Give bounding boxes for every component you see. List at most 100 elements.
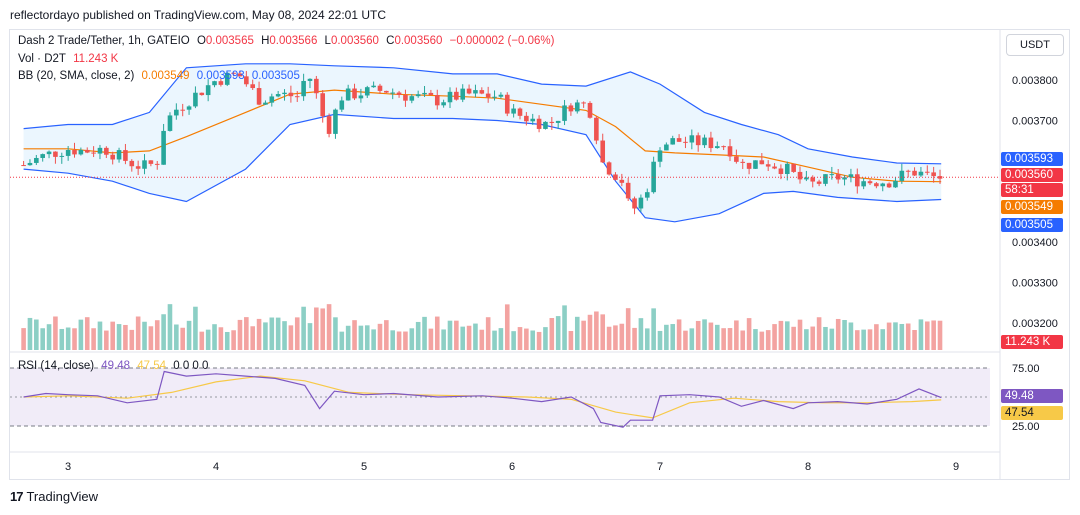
volume-bar [409, 328, 415, 350]
candle-body [504, 94, 510, 114]
bb-basis-line [23, 89, 942, 183]
volume-bar [288, 325, 294, 350]
candle-body [46, 151, 52, 155]
volume-bar [931, 320, 936, 350]
candle-body [498, 94, 504, 97]
volume-bar [905, 323, 911, 350]
volume-bar [695, 320, 701, 350]
candle-body [174, 109, 179, 116]
price-axis-tick: 0.003800 [1012, 75, 1058, 87]
candle-body [110, 154, 115, 160]
bb-legend[interactable]: BB (20, SMA, close, 2) 0.003549 0.003593… [18, 70, 304, 82]
volume-bar [180, 327, 185, 350]
volume-bar [333, 317, 338, 350]
volume-bar [893, 322, 898, 350]
open-value: 0.003565 [205, 35, 254, 47]
rsi-legend[interactable]: RSI (14, close) 49.48 47.54 0 0 0 0 [18, 360, 212, 372]
bb-fill [23, 63, 942, 222]
volume-bar [504, 304, 510, 350]
candle-body [543, 121, 548, 129]
volume-bar [880, 329, 886, 350]
candle-body [625, 182, 631, 199]
candle-body [702, 137, 707, 146]
time-axis-tick: 6 [509, 461, 515, 473]
candle-body [212, 81, 217, 86]
candle-body [848, 174, 854, 178]
volume-bar [415, 321, 421, 350]
volume-bar [670, 324, 676, 350]
candle-body [441, 102, 446, 106]
volume-label: Vol · D2T [18, 53, 66, 65]
volume-bar [358, 325, 364, 350]
rsi-ma-value: 47.54 [137, 360, 167, 372]
candle-body [791, 163, 796, 172]
bb-upper-line [23, 63, 942, 165]
rsi-value: 49.48 [101, 360, 131, 372]
rsi-axis-tick: 75.00 [1012, 363, 1040, 375]
volume-bar [899, 323, 905, 350]
volume-bar [282, 321, 287, 350]
volume-bar [148, 326, 154, 350]
volume-bar [473, 323, 478, 350]
volume-bar [498, 328, 504, 350]
volume-bar [390, 330, 396, 350]
volume-bar [326, 304, 332, 350]
candle-body [148, 160, 154, 164]
volume-bar [594, 311, 599, 350]
bb-basis-value: 0.003549 [141, 70, 190, 82]
candle-body [670, 138, 676, 145]
candle-body [97, 147, 103, 154]
volume-bar [492, 330, 497, 350]
volume-bar [129, 329, 135, 350]
candle-body [924, 171, 930, 173]
candle-body [823, 174, 828, 184]
candle-body [282, 92, 287, 95]
candle-body [320, 93, 326, 117]
volume-bar [403, 331, 408, 350]
volume-bar [314, 307, 319, 350]
candle-body [205, 85, 211, 96]
bb-label: BB (20, SMA, close, 2) [18, 70, 135, 82]
candle-body [804, 177, 809, 180]
publisher-header: reflectordayo published on TradingView.c… [10, 8, 386, 22]
volume-bar [810, 326, 816, 350]
volume-bar [422, 316, 427, 350]
volume-bar [816, 317, 822, 350]
candle-body [364, 87, 370, 96]
volume-bar [72, 328, 77, 350]
candle-body [231, 72, 236, 74]
candle-body [422, 92, 427, 95]
volume-bar [714, 324, 720, 350]
candle-body [734, 156, 739, 162]
candle-body [21, 165, 26, 167]
price-axis-tick: 0.003300 [1012, 278, 1058, 290]
volume-bar [377, 323, 383, 350]
time-axis-tick: 5 [361, 461, 367, 473]
volume-legend[interactable]: Vol · D2T 11.243 K [18, 53, 122, 65]
high-label: H [261, 35, 270, 47]
candle-body [772, 166, 777, 169]
currency-button[interactable]: USDT [1006, 34, 1064, 56]
volume-bar [543, 327, 548, 350]
candle-body [256, 88, 262, 105]
time-axis-tick: 9 [953, 461, 959, 473]
volume-bar [854, 330, 860, 350]
volume-bar [104, 330, 109, 350]
low-value: 0.003560 [330, 35, 379, 47]
candle-body [123, 150, 128, 161]
candle-body [371, 85, 376, 88]
candle-body [759, 160, 765, 165]
candle-body [899, 170, 905, 181]
volume-bar [797, 319, 803, 350]
volume-bar [364, 325, 370, 350]
symbol-name[interactable]: Dash 2 Trade/Tether, 1h, GATEIO [18, 35, 190, 47]
volume-bar [600, 314, 606, 350]
open-label: O [196, 35, 206, 47]
volume-bar [727, 328, 733, 350]
volume-bar [861, 329, 866, 350]
tradingview-footer[interactable]: 17 TradingView [10, 489, 98, 504]
candle-body [905, 170, 911, 172]
candle-body [587, 102, 593, 118]
candle-body [695, 135, 701, 146]
